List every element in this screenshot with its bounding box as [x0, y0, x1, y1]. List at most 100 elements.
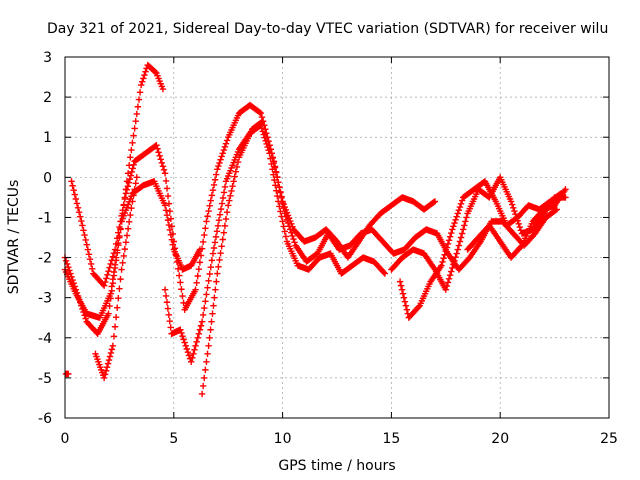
- data-point: [210, 244, 218, 252]
- data-point: [62, 257, 70, 264]
- data-point: [513, 214, 520, 221]
- data-point: [216, 256, 223, 264]
- data-point: [234, 158, 242, 166]
- data-point: [430, 199, 438, 206]
- data-point: [216, 211, 224, 218]
- data-point: [160, 166, 168, 174]
- data-point: [161, 286, 169, 293]
- data-point: [229, 182, 236, 190]
- data-point: [205, 207, 212, 215]
- plot-frame: [64, 56, 610, 419]
- data-point: [166, 208, 174, 215]
- data-point: [283, 216, 291, 224]
- data-point: [123, 232, 131, 239]
- y-axis: -6 -5 -4 -3 -2 -1 0 1 2 3: [38, 50, 609, 427]
- data-point: [212, 233, 220, 241]
- data-point: [127, 154, 134, 161]
- data-point: [201, 374, 208, 382]
- data-point: [458, 230, 466, 237]
- y-tick-label: -4: [38, 331, 52, 347]
- data-point: [141, 71, 148, 79]
- data-point: [107, 260, 114, 268]
- data-point: [217, 156, 224, 163]
- data-point: [397, 282, 405, 289]
- data-point: [214, 270, 221, 277]
- data-point: [259, 117, 267, 125]
- data-point: [109, 276, 117, 283]
- data-point: [380, 269, 387, 276]
- data-point: [82, 315, 89, 322]
- data-point: [154, 145, 161, 152]
- data-point: [164, 192, 172, 200]
- data-point: [166, 317, 173, 325]
- data-point: [126, 175, 133, 183]
- data-point: [275, 178, 282, 186]
- data-point: [276, 184, 283, 191]
- data-point: [507, 198, 515, 205]
- data-point: [73, 200, 81, 207]
- data-point: [209, 310, 216, 317]
- data-point: [291, 239, 298, 246]
- data-point: [454, 210, 461, 217]
- data-point: [115, 229, 122, 236]
- data-point: [164, 216, 172, 224]
- data-point: [208, 318, 215, 325]
- data-point: [272, 168, 280, 175]
- data-point: [223, 209, 231, 216]
- data-point: [68, 178, 75, 185]
- data-point: [162, 207, 170, 214]
- data-point: [461, 222, 468, 229]
- data-point: [125, 218, 133, 226]
- data-point: [105, 310, 112, 317]
- data-point: [123, 186, 131, 194]
- data-point: [455, 242, 463, 249]
- data-point: [207, 263, 214, 271]
- data-point: [277, 189, 284, 196]
- data-point: [204, 350, 211, 358]
- data-point: [233, 163, 241, 171]
- data-point: [445, 237, 453, 244]
- data-point: [211, 239, 219, 246]
- data-point: [460, 226, 467, 233]
- data-point: [181, 339, 188, 346]
- data-point: [193, 338, 200, 345]
- data-point: [220, 229, 228, 236]
- data-point: [103, 363, 111, 371]
- data-point: [271, 163, 279, 170]
- data-point: [104, 271, 111, 279]
- data-point: [163, 299, 171, 306]
- data-point: [444, 279, 452, 286]
- data-point: [130, 161, 137, 169]
- data-point: [125, 179, 133, 186]
- data-point: [114, 304, 121, 311]
- data-point: [71, 191, 78, 198]
- data-point: [216, 159, 223, 167]
- data-point: [206, 270, 213, 278]
- data-point: [274, 192, 281, 200]
- data-point: [282, 233, 290, 240]
- data-point: [552, 207, 559, 214]
- data-point: [258, 118, 266, 126]
- data-point: [106, 353, 114, 360]
- data-point: [226, 197, 233, 204]
- data-point: [89, 265, 96, 272]
- data-point: [515, 220, 522, 228]
- data-point: [214, 166, 221, 173]
- data-point: [219, 150, 226, 157]
- data-point: [196, 326, 204, 333]
- data-point: [219, 194, 227, 202]
- data-point: [161, 202, 169, 209]
- data-point: [66, 267, 73, 274]
- data-point: [221, 222, 229, 230]
- data-point: [153, 142, 160, 149]
- data-point: [400, 294, 408, 301]
- series-track-10: [62, 370, 72, 378]
- data-point: [136, 89, 144, 96]
- data-point: [163, 212, 171, 219]
- data-point: [152, 68, 159, 76]
- data-point: [277, 208, 284, 215]
- data-point: [177, 326, 184, 333]
- data-point: [110, 249, 118, 257]
- data-point: [74, 204, 82, 212]
- data-point: [117, 275, 124, 283]
